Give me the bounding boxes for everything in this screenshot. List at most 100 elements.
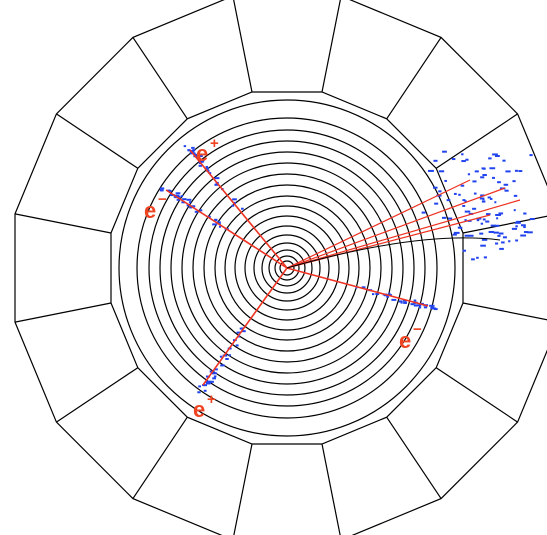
hit <box>494 201 496 203</box>
hit <box>520 235 526 237</box>
hit <box>461 160 466 162</box>
hit <box>499 233 504 235</box>
track <box>287 268 428 306</box>
module-edge <box>322 0 341 92</box>
hit <box>491 225 496 227</box>
particle: e <box>399 328 411 353</box>
hit <box>472 180 476 182</box>
hit <box>189 201 191 203</box>
hit <box>480 176 484 178</box>
outer-boundary <box>15 0 547 535</box>
hit <box>490 198 493 200</box>
hit <box>191 147 195 149</box>
detector-geometry <box>15 0 547 535</box>
hit <box>212 377 216 379</box>
hit <box>461 185 465 187</box>
hit <box>514 195 517 197</box>
hit <box>444 180 447 182</box>
hit <box>515 225 517 227</box>
hit <box>442 217 446 219</box>
hit <box>462 205 465 207</box>
hit <box>225 358 229 360</box>
hit <box>477 219 480 221</box>
module-edge <box>15 214 111 233</box>
hit <box>504 184 508 186</box>
hit <box>232 198 237 200</box>
module-edge <box>15 303 111 322</box>
hit <box>508 240 510 242</box>
hit <box>484 256 487 258</box>
hit <box>489 231 495 233</box>
hit <box>465 159 468 161</box>
hit <box>476 257 479 259</box>
hit <box>220 356 222 358</box>
charge: + <box>207 391 216 408</box>
hit <box>524 231 528 233</box>
hit <box>494 232 499 234</box>
hit <box>472 208 476 210</box>
track <box>203 268 287 385</box>
hit <box>434 203 438 205</box>
hit <box>424 306 427 308</box>
hit <box>448 218 452 220</box>
hit <box>460 227 462 229</box>
module-edge <box>387 37 441 118</box>
hit <box>220 364 225 366</box>
hit <box>433 160 437 162</box>
label-0: e+ <box>196 135 219 166</box>
module-edge <box>322 444 341 535</box>
hit <box>414 300 417 302</box>
hit <box>438 190 441 192</box>
hit <box>236 344 239 346</box>
hit <box>372 293 374 295</box>
hit <box>461 153 463 155</box>
hit <box>465 235 470 237</box>
particle: e <box>196 141 208 166</box>
hit <box>503 236 507 238</box>
module-edge <box>56 114 137 168</box>
hit <box>399 300 403 302</box>
charge: − <box>158 191 167 208</box>
hit <box>432 305 434 307</box>
hit <box>439 170 444 172</box>
hit <box>471 258 475 260</box>
hit <box>482 201 486 203</box>
hit <box>497 235 500 237</box>
hit <box>495 243 498 245</box>
hit <box>523 213 526 215</box>
hit <box>182 198 186 200</box>
hit <box>411 303 415 305</box>
module-edge <box>387 417 441 498</box>
hit <box>480 245 486 247</box>
hit <box>198 385 201 387</box>
event-display: e+ e− e− e+ <box>0 0 547 535</box>
hit <box>499 248 504 250</box>
hit <box>197 391 200 393</box>
charge: + <box>210 135 219 152</box>
hit <box>192 149 195 151</box>
hit <box>501 241 505 243</box>
hit <box>241 208 244 210</box>
hit <box>214 375 217 377</box>
hit <box>231 205 234 207</box>
hit <box>419 306 421 308</box>
hit <box>492 177 495 179</box>
hit <box>512 228 517 230</box>
module-edge <box>463 214 547 233</box>
label-3: e+ <box>193 391 216 422</box>
hit <box>187 199 192 201</box>
module-edge <box>233 444 252 535</box>
hit <box>391 299 396 301</box>
hit <box>475 170 479 172</box>
hit <box>502 160 505 162</box>
module-edge <box>463 303 547 322</box>
module-edge <box>133 417 187 498</box>
hit <box>489 167 495 169</box>
hit <box>181 195 183 197</box>
hit <box>215 177 220 179</box>
hit <box>414 305 418 307</box>
hit <box>432 307 436 309</box>
hit <box>160 187 164 189</box>
hit <box>229 354 231 356</box>
hit <box>488 157 491 159</box>
